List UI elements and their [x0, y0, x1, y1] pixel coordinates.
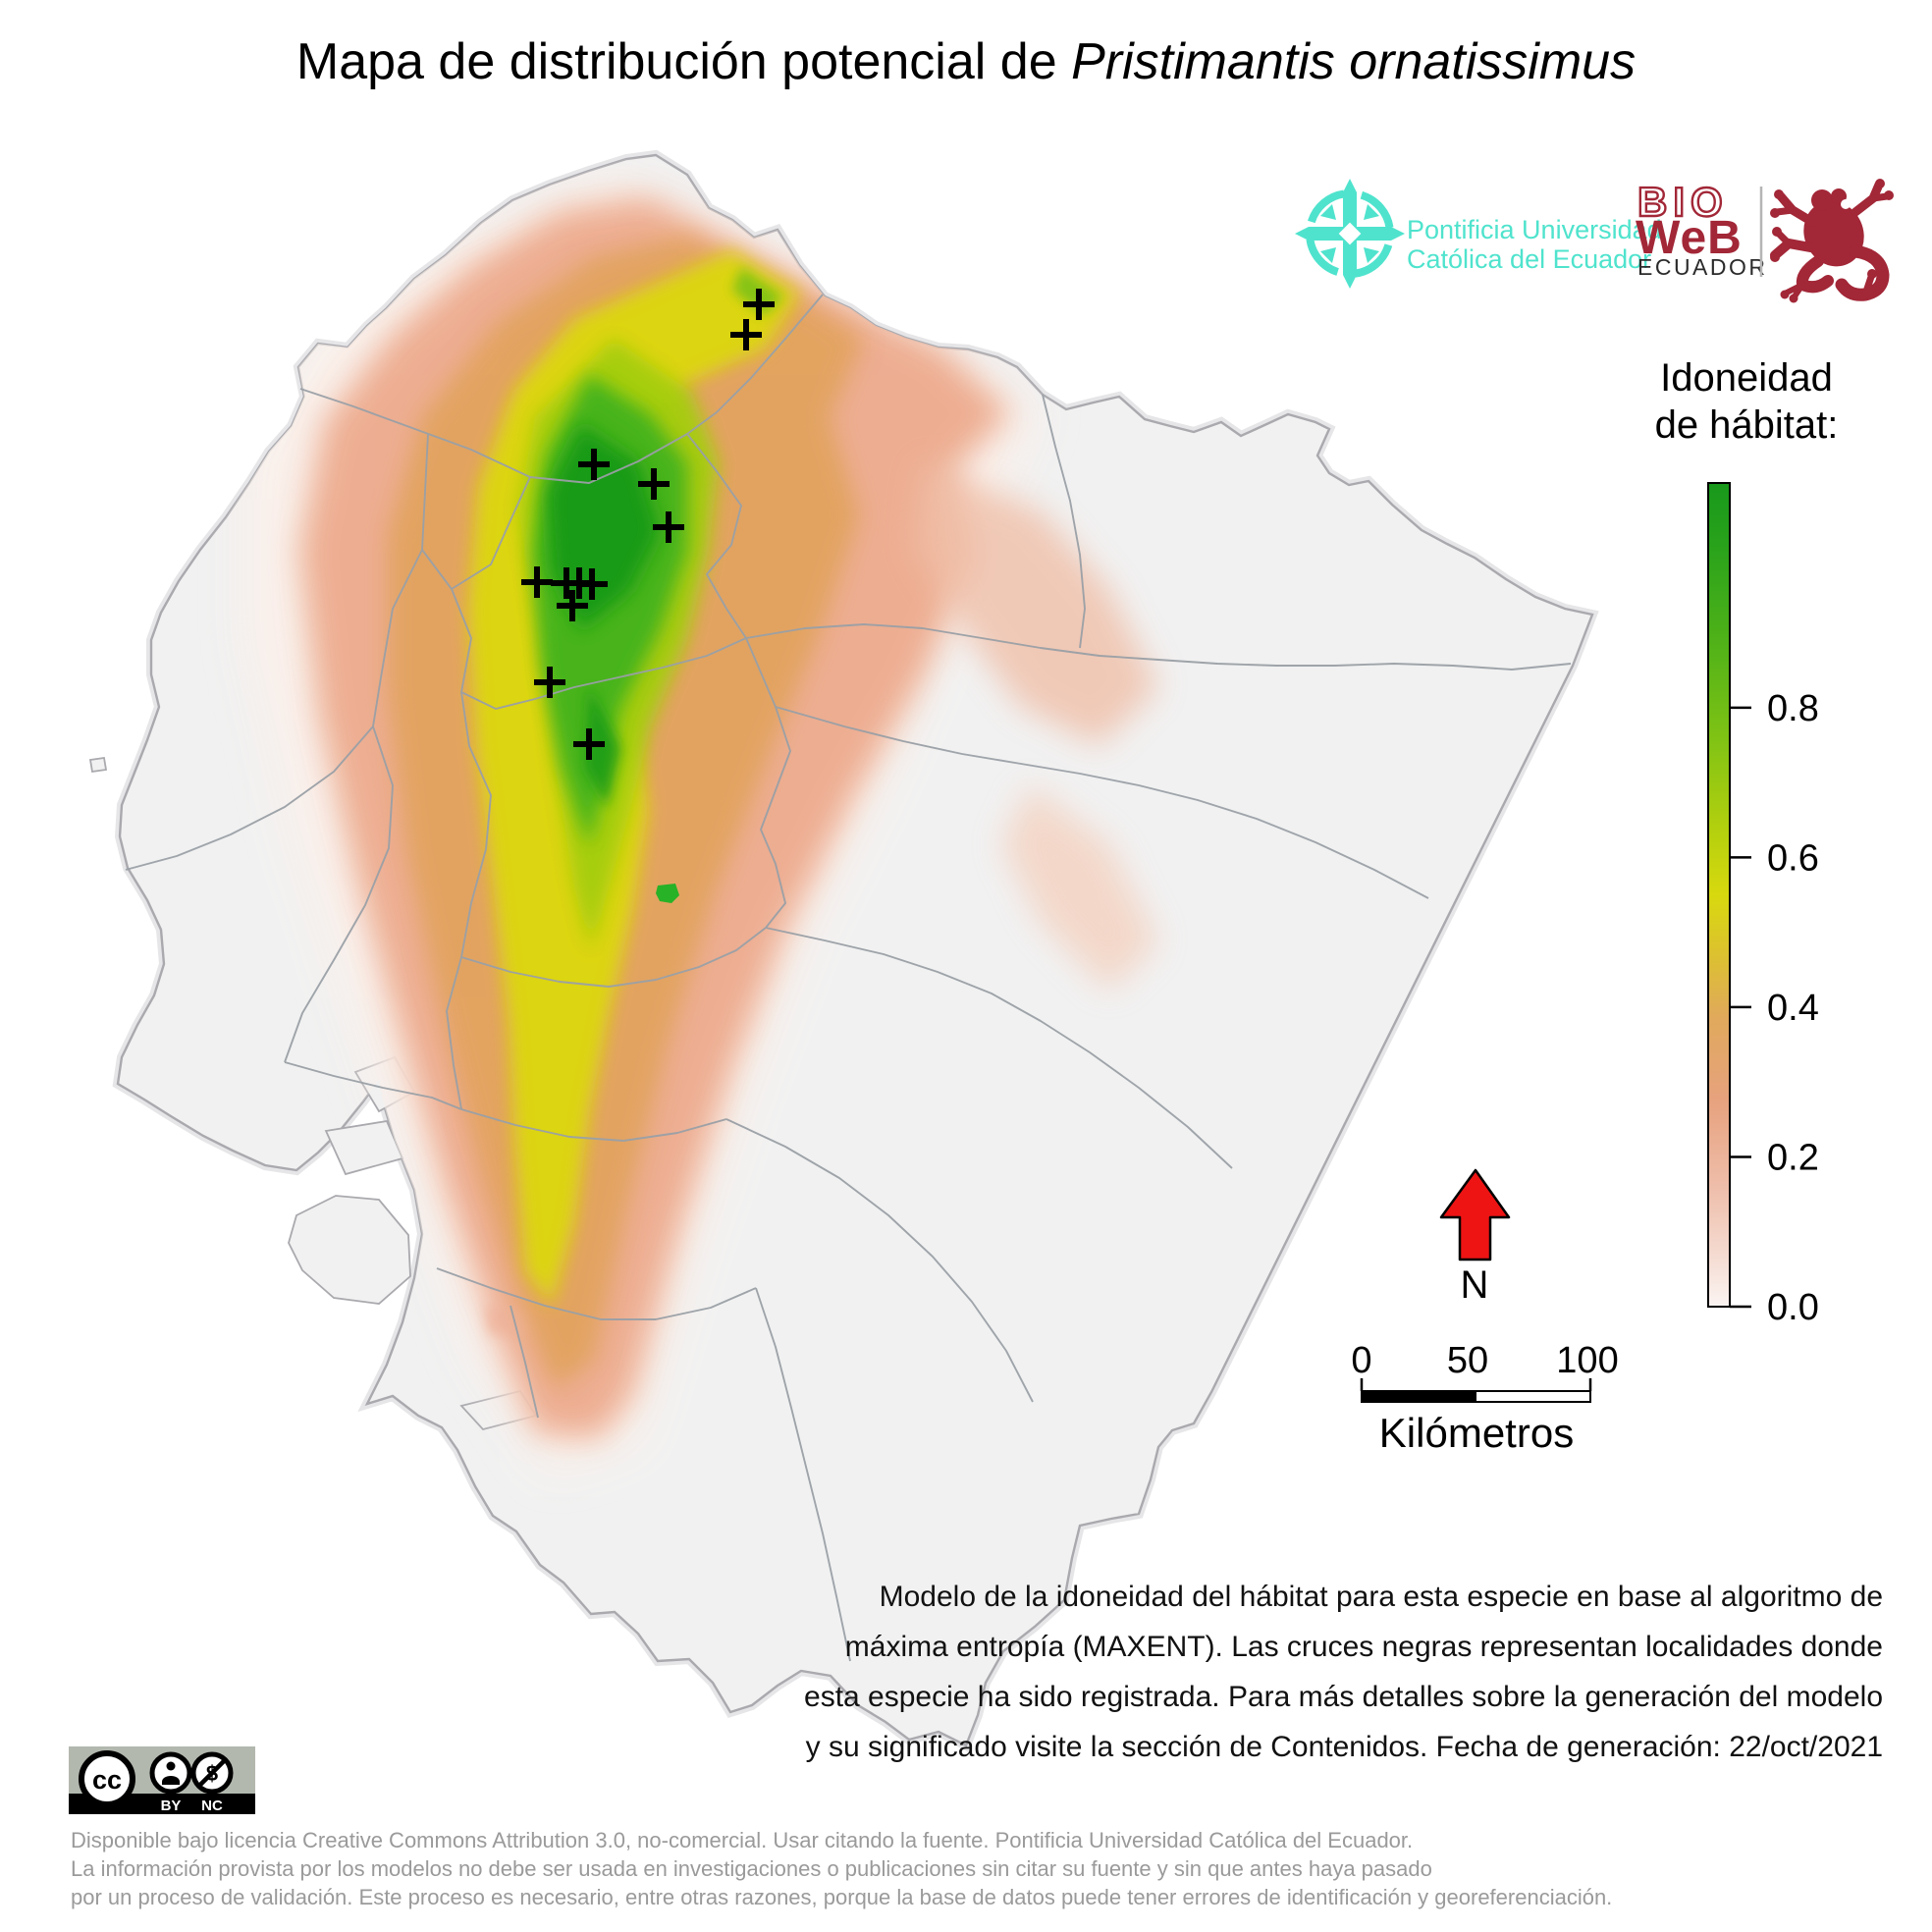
legend-tick-label: 0.4 — [1767, 988, 1819, 1029]
cc-icon — [79, 1750, 135, 1807]
province-borders — [125, 294, 1572, 1662]
by-person-icon — [149, 1751, 192, 1795]
scale-tick-50: 50 — [1447, 1340, 1488, 1381]
cc-icon-label: cc — [92, 1765, 122, 1795]
occurrence-cross — [576, 568, 608, 600]
footer-line: por un proceso de validación. Este proce… — [71, 1885, 1612, 1909]
caption-line: Modelo de la idoneidad del hábitat para … — [880, 1581, 1883, 1613]
by-person-body — [162, 1776, 180, 1785]
caption-line: máxima entropía (MAXENT). Las cruces neg… — [845, 1631, 1883, 1663]
legend: Idoneidad de hábitat: 0.8 0.6 0.4 0.2 0.0 — [1655, 356, 1839, 1328]
scale-unit-label: Kilómetros — [1379, 1410, 1574, 1456]
occurrence-cross — [573, 728, 605, 760]
scale-tick-0: 0 — [1351, 1340, 1371, 1381]
bioweb-logo: BIO WeB ECUADOR — [1636, 178, 1894, 303]
occurrence-cross — [638, 468, 670, 500]
nc-label: NC — [201, 1798, 223, 1814]
footer-line: La información provista por los modelos … — [71, 1856, 1432, 1881]
occurrence-cross — [578, 449, 610, 480]
occurrence-cross — [653, 511, 684, 543]
page-title: Mapa de distribución potencial de Pristi… — [296, 33, 1636, 90]
ecuador-map — [88, 155, 1592, 1745]
occurrence-cross — [743, 289, 775, 320]
suitability-heatmap — [245, 177, 1158, 1473]
bioweb-country-label: ECUADOR — [1637, 254, 1768, 280]
occurrence-cross — [730, 319, 762, 350]
title-prefix: Mapa de distribución potencial de — [296, 33, 1057, 90]
by-label: BY — [161, 1798, 182, 1814]
legend-tick-label: 0.6 — [1767, 837, 1819, 879]
legend-tick-label: 0.8 — [1767, 688, 1819, 729]
legend-ticks: 0.8 0.6 0.4 0.2 0.0 — [1730, 688, 1819, 1328]
bioweb-bio-label: BIO — [1637, 179, 1729, 225]
occurrence-cross — [557, 590, 588, 621]
suitability-east-lobe — [913, 461, 1158, 746]
isla-de-la-plata — [88, 756, 108, 774]
nc-slash — [198, 1759, 226, 1787]
puce-logo-icon — [1295, 179, 1405, 289]
footer-line: Disponible bajo licencia Creative Common… — [71, 1828, 1413, 1852]
by-person-head — [166, 1761, 176, 1771]
title-species: Pristimantis ornatissimus — [1071, 33, 1636, 90]
north-arrow-label: N — [1461, 1263, 1489, 1307]
occurrence-cross — [521, 566, 553, 598]
cc-license-badge: cc $ BY NC — [69, 1746, 255, 1814]
license-footer: Disponible bajo licencia Creative Common… — [71, 1828, 1612, 1909]
bioweb-web-label: WeB — [1636, 212, 1743, 264]
scale-bar: 0 50 100 Kilómetros — [1351, 1340, 1618, 1456]
scale-bar-black-half — [1361, 1390, 1476, 1403]
delta-island — [324, 1119, 404, 1176]
legend-tick-label: 0.0 — [1767, 1287, 1819, 1328]
bioweb-frog-icon — [1770, 179, 1894, 303]
caption-line: y su significado visite la sección de Co… — [806, 1731, 1883, 1763]
puna-island — [288, 1195, 411, 1305]
suitability-small-patch — [486, 1306, 535, 1337]
suitability-isolated-patch — [656, 884, 679, 903]
north-arrow: N — [1439, 1168, 1511, 1307]
legend-colorbar — [1707, 482, 1731, 1308]
puce-logo-text-line2: Católica del Ecuador — [1407, 244, 1651, 274]
occurrence-cross — [534, 667, 565, 698]
legend-tick-label: 0.2 — [1767, 1137, 1819, 1178]
occurrence-crosses — [521, 289, 775, 760]
suitability-southeast-streak — [1001, 785, 1158, 992]
puce-logo-text-line1: Pontificia Universidad — [1407, 215, 1662, 244]
scale-bar-white-half — [1475, 1390, 1591, 1403]
legend-title-line2: de hábitat: — [1655, 403, 1839, 447]
suitability-core — [547, 424, 660, 630]
scale-tick-100: 100 — [1556, 1340, 1618, 1381]
caption: Modelo de la idoneidad del hábitat para … — [804, 1581, 1883, 1763]
legend-title-line1: Idoneidad — [1660, 356, 1833, 400]
north-arrow-icon — [1439, 1168, 1511, 1261]
caption-line: esta especie ha sido registrada. Para má… — [804, 1681, 1883, 1713]
